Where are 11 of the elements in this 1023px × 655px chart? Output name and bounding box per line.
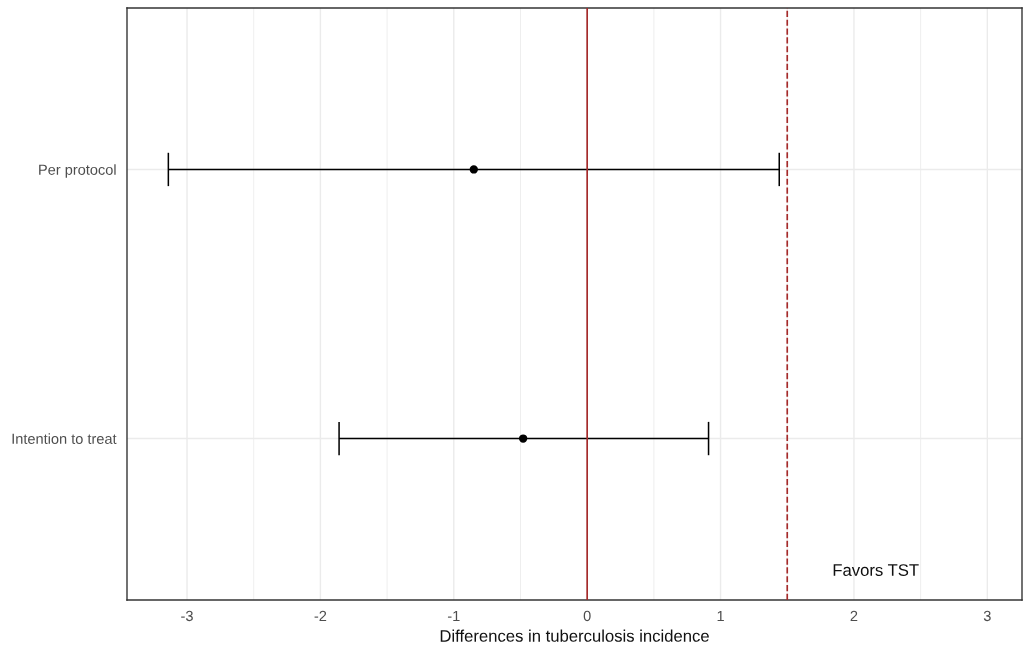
y-tick-label: Per protocol bbox=[39, 164, 116, 178]
x-axis-title: Differences in tuberculosis incidence bbox=[440, 629, 709, 642]
x-tick-label: -2 bbox=[314, 610, 327, 621]
y-tick-label: Intention to treat bbox=[12, 433, 117, 444]
x-tick-label: 2 bbox=[850, 610, 858, 621]
x-tick-label: 0 bbox=[583, 610, 591, 622]
annotation: Favors TST bbox=[833, 564, 919, 576]
x-tick-label: -1 bbox=[447, 610, 460, 621]
x-tick-label: 3 bbox=[983, 610, 991, 622]
x-tick-label: 1 bbox=[717, 610, 724, 621]
x-tick-label: -3 bbox=[181, 610, 193, 622]
